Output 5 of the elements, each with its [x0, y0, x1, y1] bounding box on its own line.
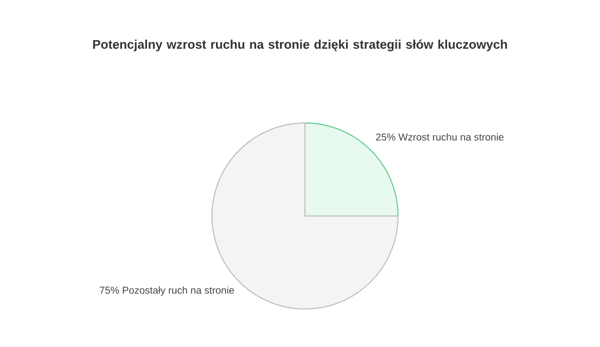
data-label: 75%: [100, 286, 119, 294]
slice-label: Pozostały ruch na stronie: [122, 286, 234, 296]
chart-title: Potencjalny wzrost ruchu na stronie dzięki strategii słów kluczowych: [93, 40, 507, 52]
data-label: 25%: [376, 134, 396, 141]
slice-label: Wzrost ruchu na stronie: [398, 133, 504, 141]
